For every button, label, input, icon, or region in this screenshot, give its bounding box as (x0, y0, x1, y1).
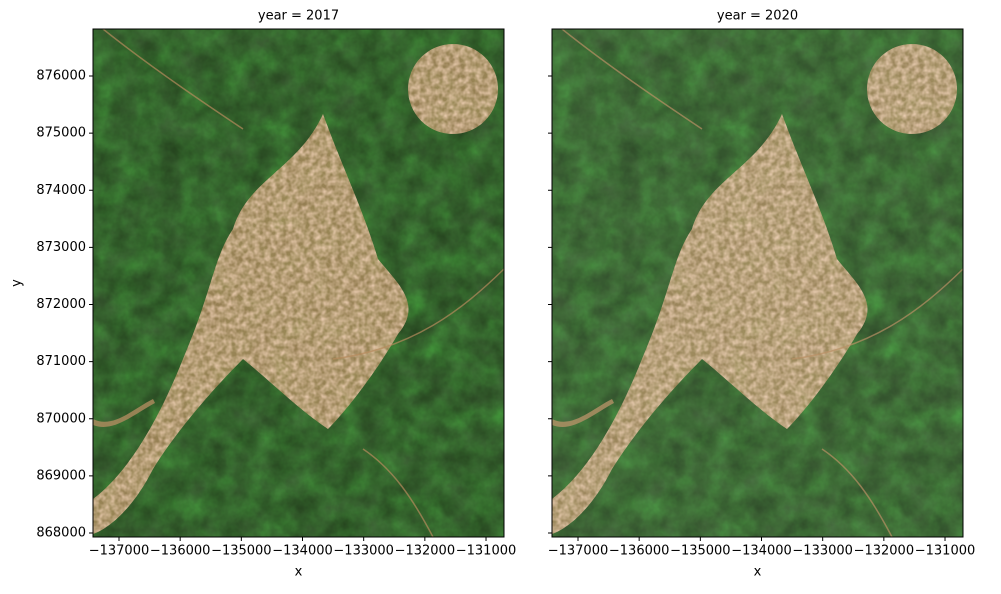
y-tick-label: 871000 (36, 354, 86, 369)
y-tick-label: 868000 (36, 526, 86, 541)
axes-frame (92, 28, 505, 538)
panel-title: year = 2017 (258, 9, 339, 24)
y-axis-label: y (10, 279, 25, 287)
x-tick-label: −134000 (731, 544, 792, 559)
x-tick-label: −132000 (854, 544, 915, 559)
y-tick-label: 876000 (36, 69, 86, 84)
x-tick-label: −134000 (272, 544, 333, 559)
x-tick-label: −135000 (211, 544, 272, 559)
x-tick-label: −136000 (150, 544, 211, 559)
x-tick-label: −137000 (89, 544, 150, 559)
axes-frame (551, 28, 964, 538)
y-tick-label: 870000 (36, 411, 86, 426)
x-tick-label: −136000 (609, 544, 670, 559)
y-tick-label: 872000 (36, 297, 86, 312)
x-tick-label: −135000 (670, 544, 731, 559)
x-tick-label: −137000 (548, 544, 609, 559)
y-tick-label: 873000 (36, 240, 86, 255)
x-axis-label: x (295, 565, 303, 580)
y-tick-label: 875000 (36, 126, 86, 141)
panel-title: year = 2020 (717, 9, 798, 24)
x-tick-label: −133000 (792, 544, 853, 559)
x-tick-label: −132000 (395, 544, 456, 559)
satellite-image (93, 29, 504, 537)
satellite-image (552, 29, 963, 537)
x-tick-label: −131000 (456, 544, 517, 559)
x-axis-label: x (754, 565, 762, 580)
x-tick-label: −133000 (333, 544, 394, 559)
y-tick-label: 869000 (36, 468, 86, 483)
y-tick-label: 874000 (36, 183, 86, 198)
x-tick-label: −131000 (915, 544, 976, 559)
